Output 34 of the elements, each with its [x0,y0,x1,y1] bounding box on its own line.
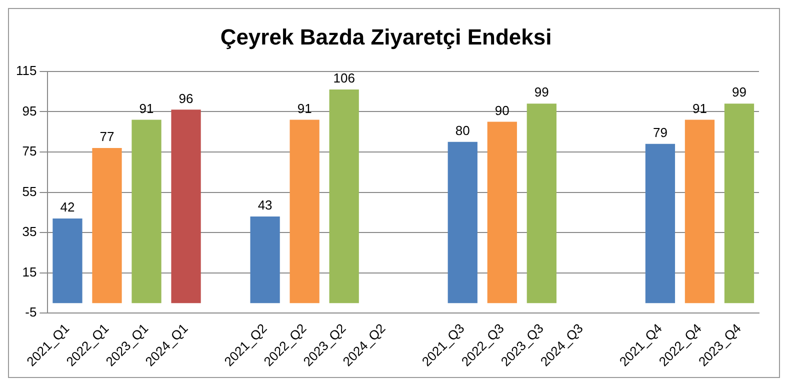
data-label: 43 [258,198,272,213]
data-label: 80 [455,122,470,138]
y-tick-label: 75 [22,144,37,159]
bar [171,110,201,304]
y-tick-label: 55 [22,184,37,199]
bar [448,142,478,304]
bar [250,216,280,304]
data-label: 90 [494,102,510,118]
bar [645,144,676,304]
data-label: 96 [178,90,194,106]
bar [132,120,162,304]
data-label: 77 [100,129,114,144]
y-tick-label: -5 [25,304,37,320]
data-label: 106 [333,70,355,86]
bar [526,104,556,304]
data-label: 91 [297,100,312,116]
data-label: 91 [692,100,707,116]
y-tick-label: 115 [16,62,37,78]
data-label: 42 [60,200,75,215]
data-label: 91 [139,100,154,116]
bar [92,148,122,304]
y-tick-label: 35 [22,224,37,240]
data-label: 99 [732,84,746,100]
bar [52,218,82,304]
bar [684,120,715,304]
y-tick-label: 95 [22,103,37,118]
data-label: 79 [652,125,668,140]
data-label: 99 [534,84,549,100]
chart-title: Çeyrek Bazda Ziyaretçi Endeksi [220,24,552,50]
bar [487,122,517,304]
bar [290,120,320,304]
y-tick-label: 15 [22,264,37,280]
bar [724,104,754,304]
bar [329,90,359,304]
